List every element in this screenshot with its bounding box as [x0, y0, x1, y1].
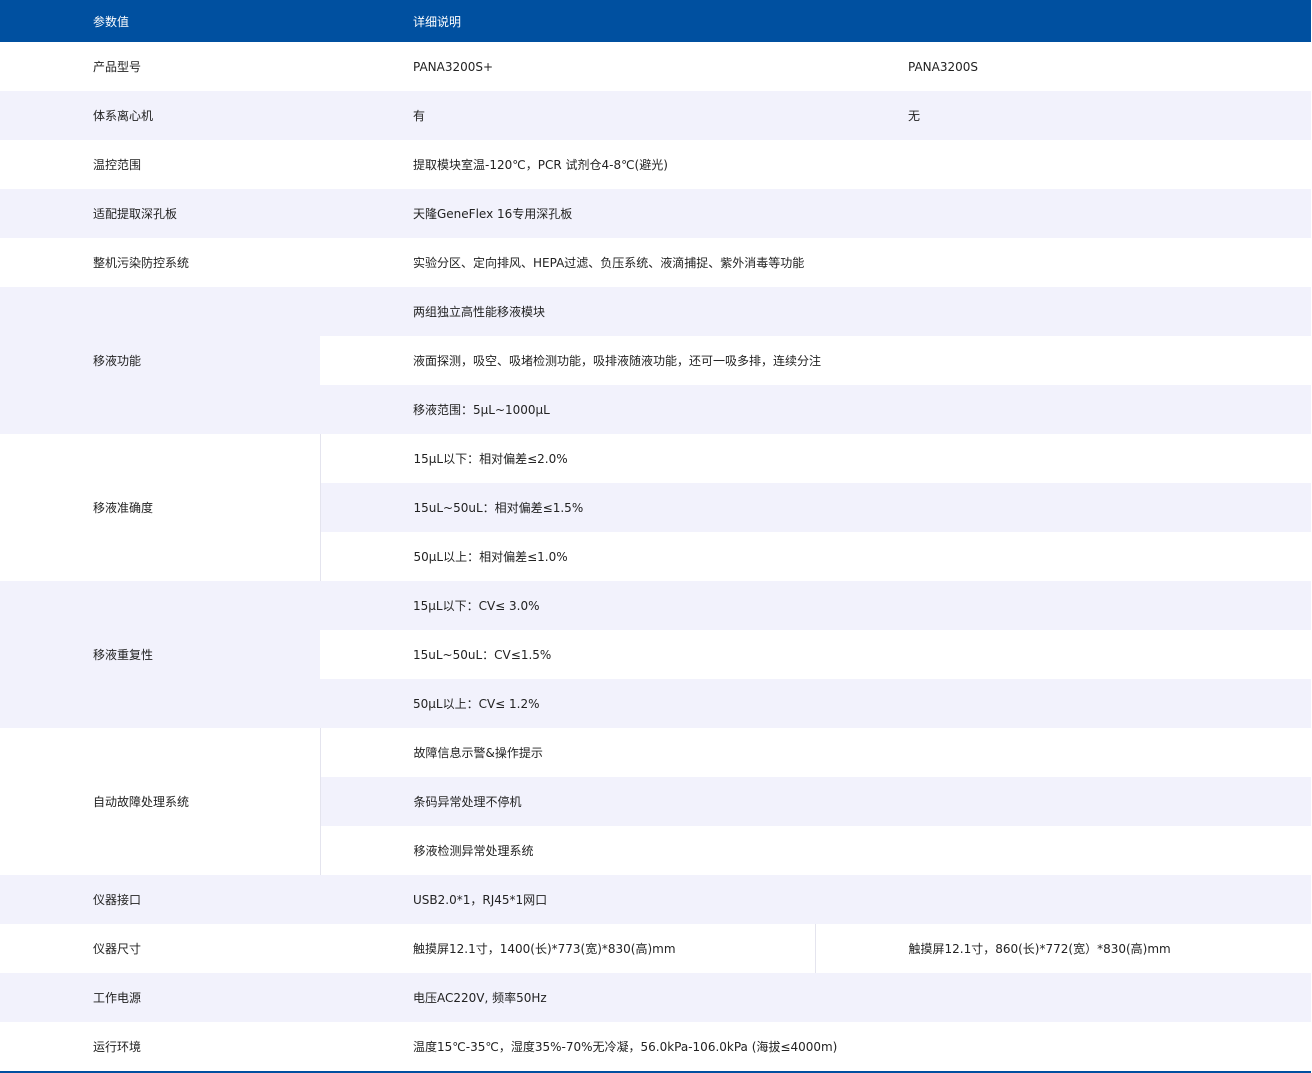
row-accuracy: 15uL~50uL：相对偏差≤1.5%: [0, 483, 1312, 532]
row-value: 温度15℃-35℃，湿度35%-70%无冷凝，56.0kPa-106.0kPa …: [320, 1022, 1312, 1072]
centrifuge-b: 无: [815, 91, 1312, 140]
row-value: 50μL以上：相对偏差≤1.0%: [320, 532, 1312, 581]
row-value: 液面探测，吸空、吸堵检测功能，吸排液随液功能，还可一吸多排，连续分注: [320, 336, 1312, 385]
row-label: 产品型号: [0, 42, 320, 91]
row-value: 15uL~50uL：相对偏差≤1.5%: [320, 483, 1312, 532]
row-value: 条码异常处理不停机: [320, 777, 1312, 826]
row-env: 运行环境 温度15℃-35℃，湿度35%-70%无冷凝，56.0kPa-106.…: [0, 1022, 1312, 1072]
row-label: 运行环境: [0, 1022, 320, 1072]
row-interface: 仪器接口 USB2.0*1，RJ45*1网口: [0, 875, 1312, 924]
row-power: 工作电源 电压AC220V, 频率50Hz: [0, 973, 1312, 1022]
row-fault: 自动故障处理系统 故障信息示警&操作提示: [0, 728, 1312, 875]
header-row: 参数值 详细说明: [0, 0, 1312, 42]
header-detail: 详细说明: [320, 0, 1312, 42]
size-a: 触摸屏12.1寸，1400(长)*773(宽)*830(高)mm: [320, 924, 815, 973]
row-model: 产品型号 PANA3200S+ PANA3200S: [0, 42, 1312, 91]
row-repeat: 15uL~50uL：CV≤1.5%: [0, 630, 1312, 679]
row-label: 适配提取深孔板: [0, 189, 320, 238]
size-b: 触摸屏12.1寸，860(长)*772(宽）*830(高)mm: [814, 924, 1312, 973]
row-label: 仪器尺寸: [0, 924, 320, 973]
row-size: 仪器尺寸 触摸屏12.1寸，1400(长)*773(宽)*830(高)mm 触摸…: [0, 924, 1312, 973]
row-value: 实验分区、定向排风、HEPA过滤、负压系统、液滴捕捉、紫外消毒等功能: [320, 238, 1312, 287]
row-accuracy: 50μL以上：相对偏差≤1.0%: [0, 532, 1312, 581]
row-value: 故障信息示警&操作提示: [320, 728, 1312, 777]
row-label: 整机污染防控系统: [0, 238, 320, 287]
row-temp: 温控范围 提取模块室温-120℃，PCR 试剂仓4-8℃(避光): [0, 140, 1312, 189]
row-value: 15uL~50uL：CV≤1.5%: [320, 630, 1312, 679]
row-contam: 整机污染防控系统 实验分区、定向排风、HEPA过滤、负压系统、液滴捕捉、紫外消毒…: [0, 238, 1312, 287]
model-a: PANA3200S+: [320, 42, 815, 91]
row-value: 移液范围：5μL~1000μL: [320, 385, 1312, 434]
row-value: 移液检测异常处理系统: [320, 826, 1312, 875]
row-label: 移液重复性: [0, 581, 320, 728]
centrifuge-a: 有: [320, 91, 815, 140]
header-param: 参数值: [0, 0, 320, 42]
row-repeat: 移液重复性 15μL以下：CV≤ 3.0%: [0, 581, 1312, 728]
row-value: 提取模块室温-120℃，PCR 试剂仓4-8℃(避光): [320, 140, 1312, 189]
row-centrifuge: 体系离心机 有 无: [0, 91, 1312, 140]
row-fault: 条码异常处理不停机: [0, 777, 1312, 826]
row-value: 电压AC220V, 频率50Hz: [320, 973, 1312, 1022]
row-repeat: 50μL以上：CV≤ 1.2%: [0, 679, 1312, 728]
row-pipetting: 移液功能 两组独立高性能移液模块: [0, 287, 1312, 434]
row-value: USB2.0*1，RJ45*1网口: [320, 875, 1312, 924]
row-pipetting: 液面探测，吸空、吸堵检测功能，吸排液随液功能，还可一吸多排，连续分注: [0, 336, 1312, 385]
row-value: 两组独立高性能移液模块: [320, 287, 1312, 336]
row-label: 工作电源: [0, 973, 320, 1022]
row-label: 移液功能: [0, 287, 320, 434]
row-value: 15μL以下：相对偏差≤2.0%: [320, 434, 1312, 483]
row-label: 体系离心机: [0, 91, 320, 140]
row-pipetting: 移液范围：5μL~1000μL: [0, 385, 1312, 434]
row-value: 15μL以下：CV≤ 3.0%: [320, 581, 1312, 630]
row-label: 自动故障处理系统: [0, 728, 321, 875]
row-label: 仪器接口: [0, 875, 320, 924]
row-plate: 适配提取深孔板 天隆GeneFlex 16专用深孔板: [0, 189, 1312, 238]
row-label: 移液准确度: [0, 434, 321, 581]
row-value: 天隆GeneFlex 16专用深孔板: [320, 189, 1312, 238]
model-b: PANA3200S: [815, 42, 1312, 91]
row-accuracy: 移液准确度 15μL以下：相对偏差≤2.0%: [0, 434, 1312, 581]
row-value: 50μL以上：CV≤ 1.2%: [320, 679, 1312, 728]
row-fault: 移液检测异常处理系统: [0, 826, 1312, 875]
row-label: 温控范围: [0, 140, 320, 189]
